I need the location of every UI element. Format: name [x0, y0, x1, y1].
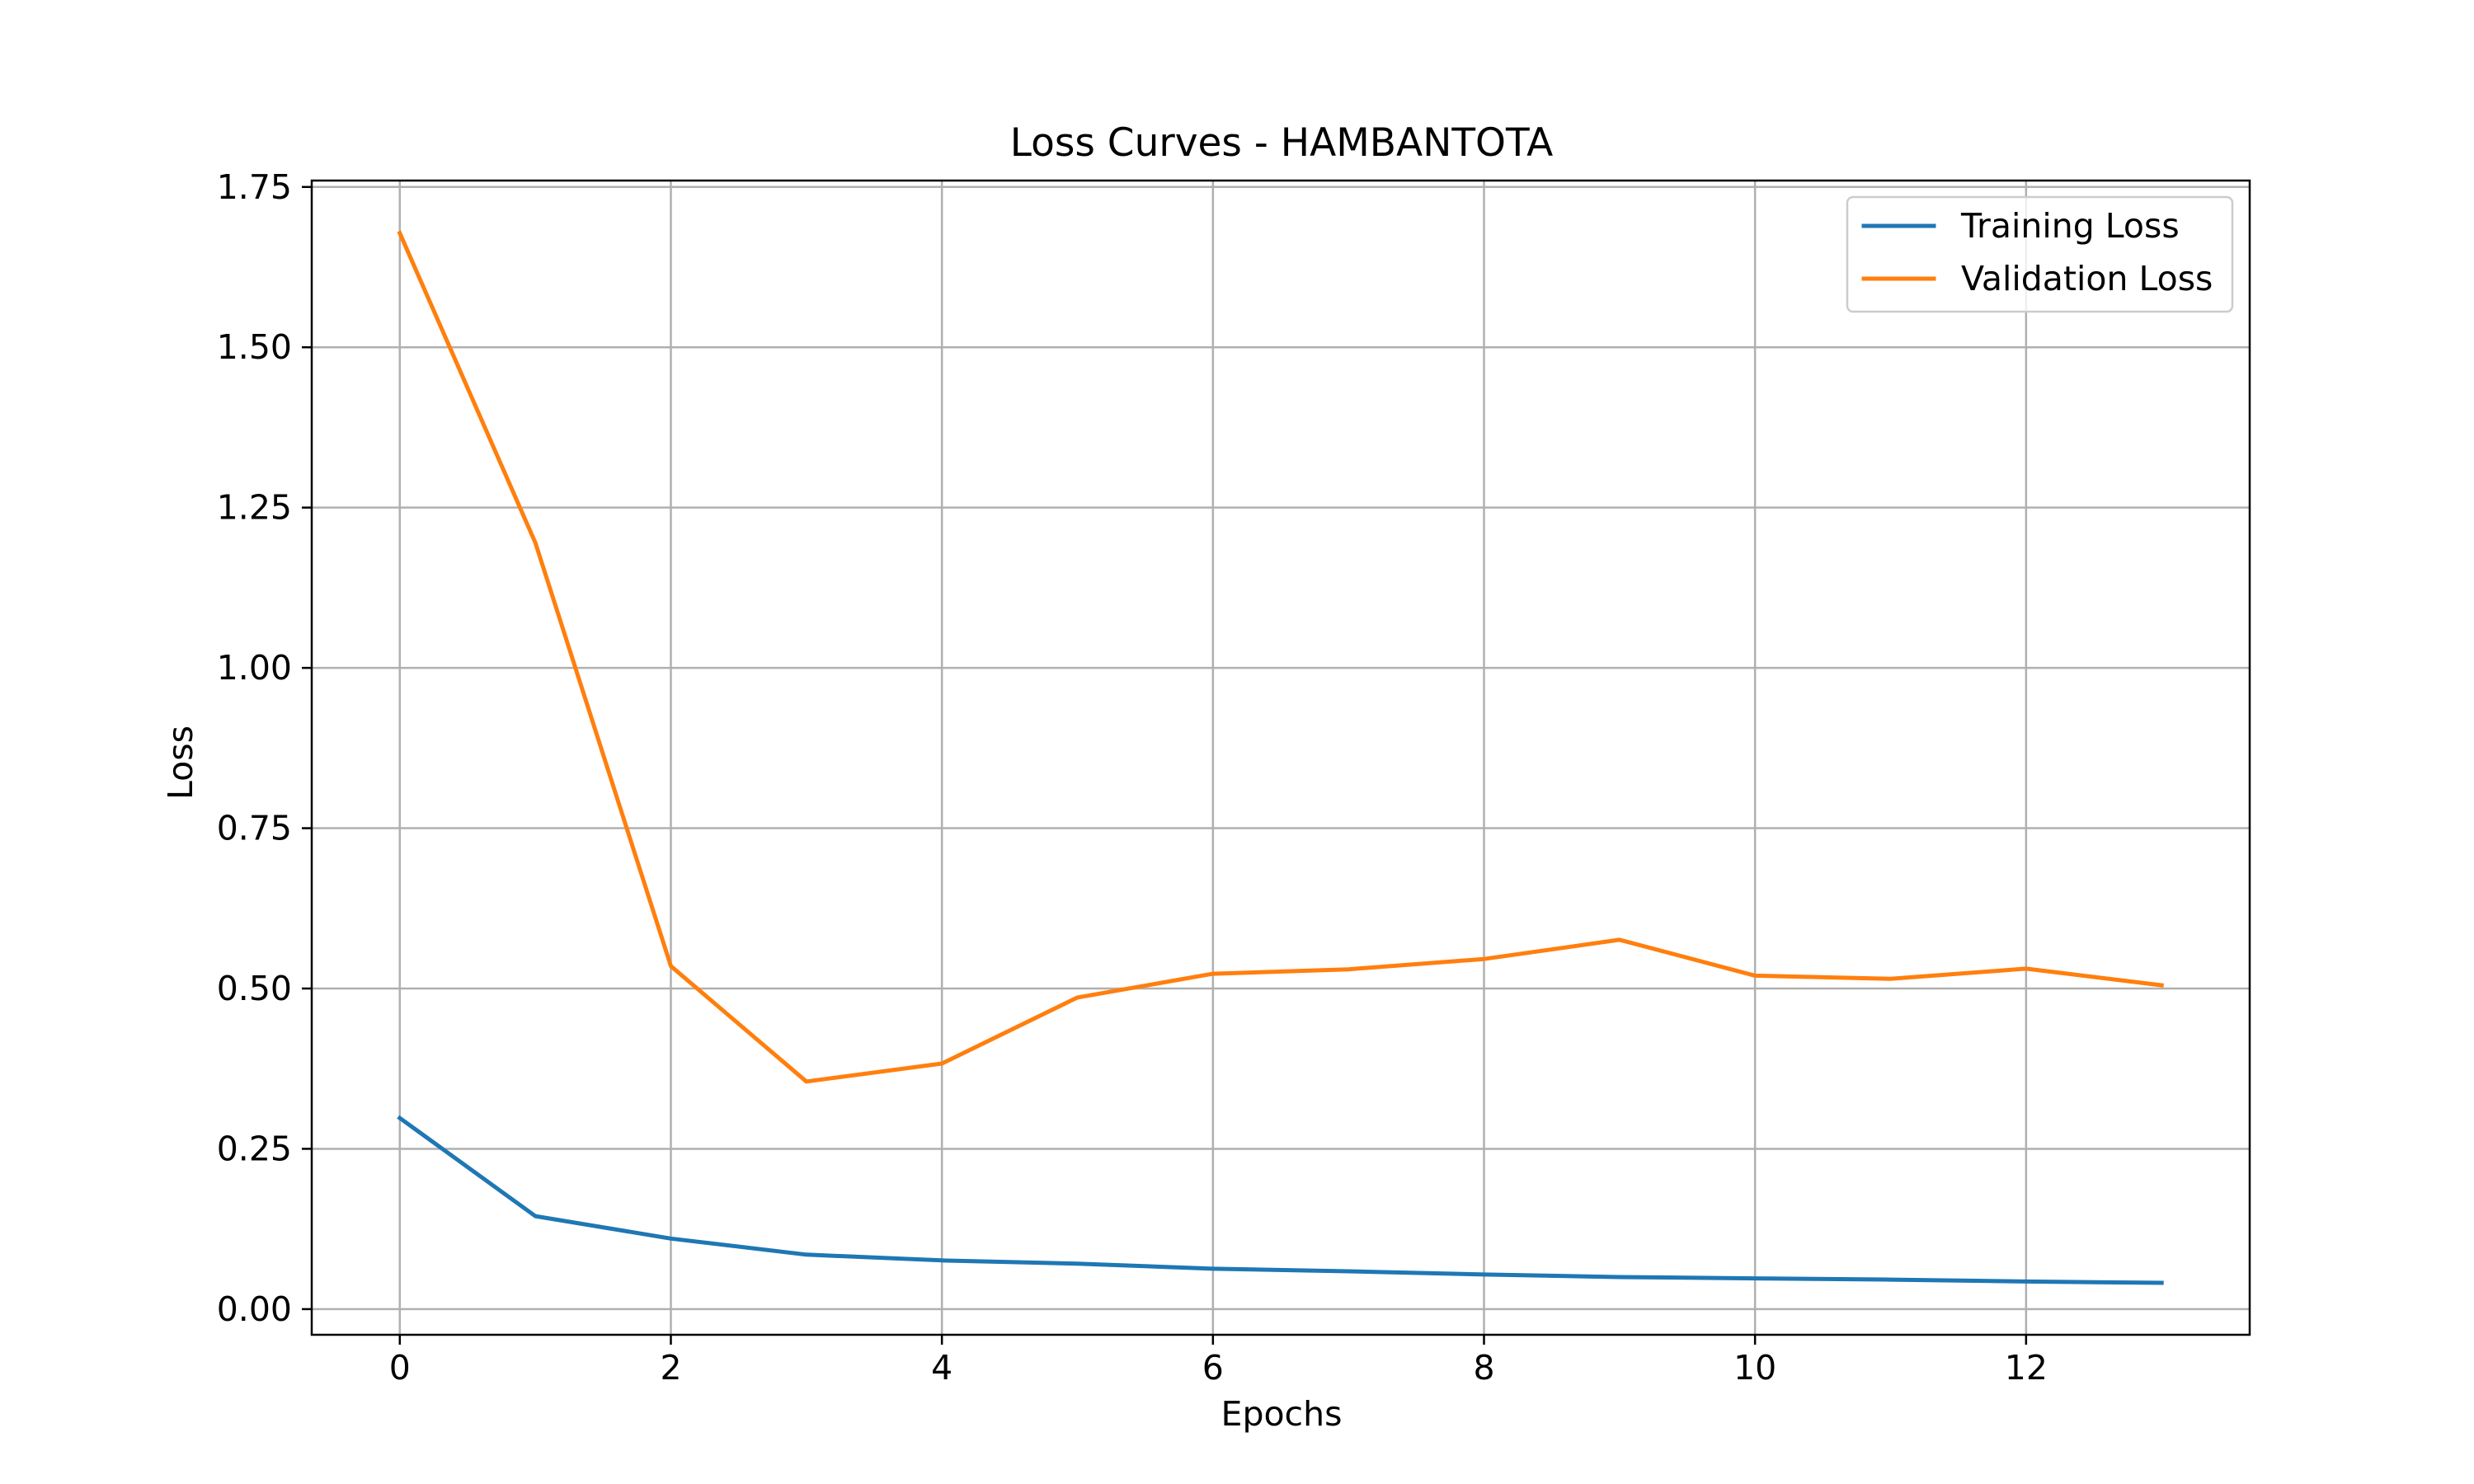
x-tick-label: 0	[389, 1348, 411, 1388]
legend: Training Loss Validation Loss	[1846, 195, 2234, 313]
x-tick-label: 6	[1202, 1348, 1224, 1388]
y-tick-label: 0.75	[217, 809, 292, 848]
y-tick-label: 0.00	[217, 1289, 292, 1329]
y-axis-label: Loss	[161, 726, 200, 800]
series-lines	[397, 230, 2164, 1285]
plot-area-frame	[310, 179, 2251, 1336]
y-tick-label: 1.00	[217, 648, 292, 688]
y-axis-ticks: 0.00 0.25 0.50 0.75 1.00 1.25 1.50 1.75	[217, 167, 312, 1329]
x-tick-label: 8	[1473, 1348, 1494, 1388]
x-axis-ticks: 0 2 4 6 8 10 12	[389, 1335, 2048, 1388]
y-tick-label: 0.50	[217, 969, 292, 1008]
x-tick-label: 4	[931, 1348, 952, 1388]
legend-label-validation-loss: Validation Loss	[1961, 259, 2213, 298]
y-tick-label: 0.25	[217, 1129, 292, 1168]
y-tick-label: 1.25	[217, 488, 292, 528]
y-tick-label: 1.50	[217, 327, 292, 367]
series-line-validation-loss	[397, 230, 2164, 1084]
x-axis-label: Epochs	[1221, 1394, 1343, 1434]
x-tick-label: 2	[660, 1348, 681, 1388]
legend-box	[1846, 195, 2234, 313]
legend-label-training-loss: Training Loss	[1960, 206, 2180, 246]
grid-lines	[312, 181, 2250, 1335]
y-tick-label: 1.75	[217, 167, 292, 207]
x-tick-label: 12	[2005, 1348, 2048, 1388]
chart-title: Loss Curves - HAMBANTOTA	[1010, 120, 1554, 166]
series-line-training-loss	[397, 1115, 2164, 1285]
x-tick-label: 10	[1733, 1348, 1776, 1388]
